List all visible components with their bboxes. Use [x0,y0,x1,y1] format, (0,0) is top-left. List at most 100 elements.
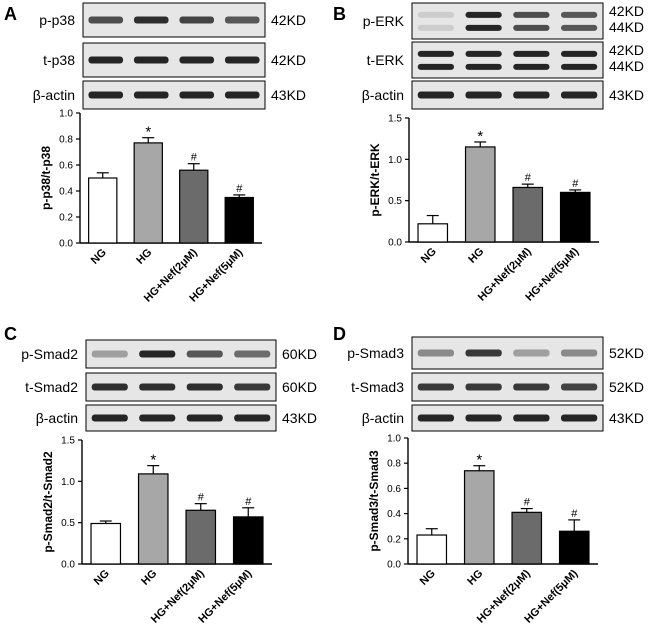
blot-band [417,91,455,99]
y-tick-label: 0.6 [387,484,401,495]
y-tick-label: 0.2 [387,534,401,545]
blot-band [133,16,169,24]
blot-band [513,50,550,57]
panel-c: Cp-Smad2 60KD t-Smad2 60KD β-actin 43KD 0.0 0.5… [4,324,317,626]
significance-mark: # [191,152,198,164]
significance-mark: * [476,452,482,469]
blot-size-label: 52KD [609,379,644,395]
blot-band [186,383,223,391]
significance-mark: * [477,128,483,145]
blot-band [417,11,455,18]
y-tick-label: 0.8 [59,135,73,146]
y-tick-label: 0.2 [59,213,73,224]
panel-letter: C [4,324,17,344]
blot-size-label: 52KD [609,345,644,361]
bar-3 [232,516,264,565]
blot-band [513,63,550,70]
western-blot-0 [411,336,604,370]
blot-protein-label: β-actin [36,410,78,426]
blot-band [224,91,260,99]
blot-band [465,24,502,31]
blot-band [560,24,598,31]
blot-size-label: 60KD [282,379,317,395]
y-tick-label: 1.0 [387,434,401,445]
blot-band [179,91,215,99]
blot-protein-label: p-Smad2 [21,346,78,362]
blot-size-label: 44KD [609,19,644,35]
bar-0 [416,534,448,565]
bar-2 [511,511,543,565]
bar-chart: 0.00.51.01.5p-Smad2/t-Smad2NG*HG#HG+Nef(… [41,436,272,626]
blot-band [513,24,550,31]
western-blot-1 [411,41,604,79]
significance-mark: * [150,452,156,469]
panel-d: Dp-Smad3 52KD t-Smad3 52KD β-actin 43KD 0.0 0.2… [333,324,644,626]
x-tick-label: NG [92,568,112,588]
y-tick-label: 0.0 [388,238,402,249]
y-axis-label: p-Smad2/t-Smad2 [41,451,55,553]
y-axis-label: p-ERK/t-ERK [368,143,382,217]
blot-band [560,91,598,99]
bar-1 [464,146,496,243]
blot-band [465,383,502,391]
bar-0 [88,177,118,244]
y-tick-label: 0.8 [387,459,401,470]
blot-band [513,383,550,391]
blot-band [88,91,124,99]
blot-band [417,383,455,391]
blot-protein-label: p-p38 [39,12,75,28]
y-tick-label: 0.0 [61,560,75,571]
blot-band [186,350,223,358]
blot-band [88,16,124,24]
blot-protein-label: β-actin [33,87,75,103]
y-tick-label: 0.4 [59,187,73,198]
blot-band [224,56,260,64]
blot-size-label: 43KD [271,87,306,103]
bar-0 [90,522,122,565]
blot-band [179,56,215,64]
y-tick-label: 0.4 [387,509,401,520]
bar-2 [185,509,217,565]
blot-protein-label: p-Smad3 [347,345,404,361]
blot-band [139,350,176,358]
blot-band [465,414,502,422]
blot-band [513,11,550,18]
blot-protein-label: p-ERK [363,13,405,29]
x-tick-label: HG [139,568,159,588]
blot-size-label: 42KD [609,42,644,58]
blot-band [179,16,215,24]
blot-band [91,350,128,358]
y-tick-label: 0.0 [59,239,73,250]
bar-3 [558,530,590,565]
blot-band [465,11,502,18]
blot-band [139,414,176,422]
significance-mark: # [524,497,531,509]
y-axis-label: p-p38/t-p38 [39,146,53,210]
y-tick-label: 1.0 [61,477,75,488]
x-tick-label: NG [418,568,438,588]
blot-band [417,414,455,422]
blot-size-label: 42KD [271,52,306,68]
blot-band [88,56,124,64]
blot-size-label: 60KD [282,346,317,362]
blot-band [234,383,271,391]
blot-band [91,414,128,422]
y-tick-label: 1.0 [388,155,402,166]
x-tick-label: NG [89,247,109,267]
blot-protein-label: β-actin [362,410,404,426]
blot-band [560,63,598,70]
blot-band [234,350,271,358]
blot-band [513,91,550,99]
blot-band [91,383,128,391]
blot-size-label: 42KD [271,12,306,28]
x-tick-label: HG [466,246,486,266]
significance-mark: # [198,492,205,504]
bar-2 [512,186,544,243]
bar-2 [179,169,209,244]
blot-protein-label: t-ERK [367,52,405,68]
blot-band [417,349,455,357]
y-tick-label: 0.6 [59,161,73,172]
